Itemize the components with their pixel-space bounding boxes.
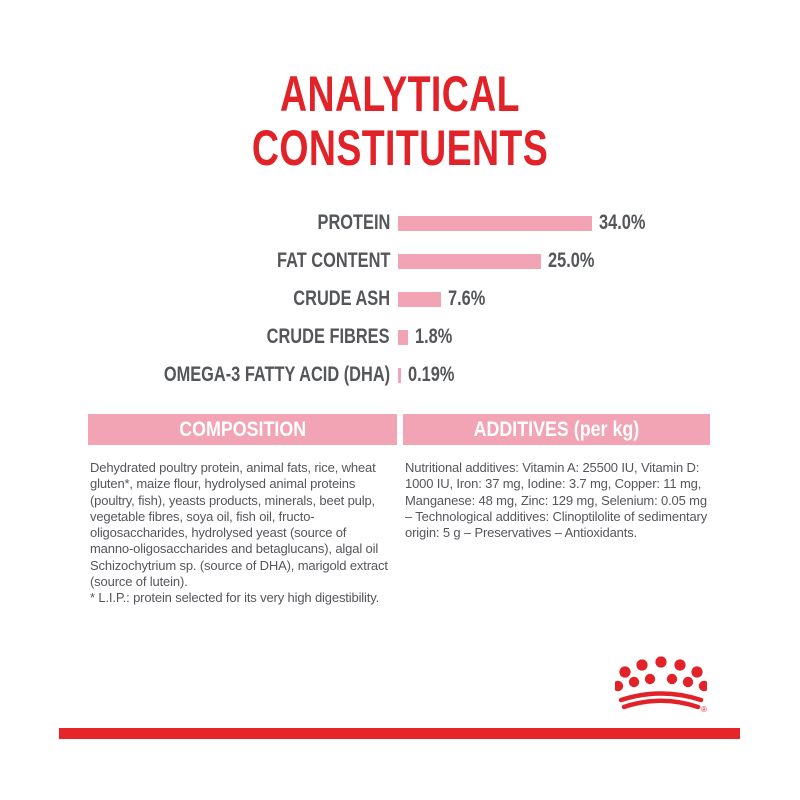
chart-row: OMEGA-3 FATTY ACID (DHA) 0.19%: [0, 356, 800, 394]
chart-category-label: CRUDE ASH: [0, 287, 390, 311]
chart-row: CRUDE FIBRES 1.8%: [0, 318, 800, 356]
chart-category-label-text: PROTEIN: [317, 211, 390, 234]
chart-category-label-text: OMEGA-3 FATTY ACID (DHA): [163, 363, 390, 386]
composition-header-label: COMPOSITION: [179, 417, 306, 441]
chart-row: FAT CONTENT 25.0%: [0, 242, 800, 280]
red-footer-band: [59, 728, 740, 739]
chart-value-label: 0.19%: [408, 363, 468, 387]
additives-body-text: Nutritional additives: Vitamin A: 25500 …: [405, 460, 708, 541]
chart-category-label: FAT CONTENT: [0, 249, 390, 273]
chart-row: PROTEIN 34.0%: [0, 204, 800, 242]
chart-value-label-text: 7.6%: [448, 287, 486, 310]
registered-trademark-icon: ®: [701, 705, 707, 714]
additives-header-band: ADDITIVES (per kg): [403, 414, 710, 445]
chart-value-label-text: 1.8%: [415, 325, 453, 348]
chart-bar: [398, 215, 592, 231]
chart-value-label-text: 25.0%: [547, 249, 594, 272]
composition-body-text: Dehydrated poultry protein, animal fats,…: [90, 460, 388, 590]
composition-text-block: Dehydrated poultry protein, animal fats,…: [90, 460, 392, 607]
page-title-line1: ANALYTICAL: [280, 66, 520, 122]
chart-value-label: 1.8%: [415, 325, 463, 349]
composition-footnote: * L.I.P.: protein selected for its very …: [90, 590, 380, 606]
analytical-constituents-chart: PROTEIN 34.0% FAT CONTENT 25.0% CRUDE ASH 7.6…: [0, 204, 800, 394]
crown-band-arcs: [618, 691, 704, 710]
chart-category-label: OMEGA-3 FATTY ACID (DHA): [0, 363, 390, 387]
chart-bar: [398, 291, 442, 307]
page-title: ANALYTICAL CONSTITUENTS: [100, 67, 700, 175]
composition-header-band: COMPOSITION: [88, 414, 397, 445]
chart-value-label: 34.0%: [599, 211, 659, 235]
chart-bar: [398, 253, 541, 269]
crown-dots: [615, 656, 707, 692]
royal-canin-crown-logo: ®: [615, 656, 707, 714]
chart-category-label-text: CRUDE ASH: [293, 287, 390, 310]
additives-text-block: Nutritional additives: Vitamin A: 25500 …: [405, 460, 711, 541]
chart-category-label-text: FAT CONTENT: [276, 249, 390, 272]
chart-category-label-text: CRUDE FIBRES: [267, 325, 390, 348]
chart-value-label: 7.6%: [448, 287, 496, 311]
chart-row: CRUDE ASH 7.6%: [0, 280, 800, 318]
additives-header-label: ADDITIVES (per kg): [473, 417, 640, 441]
chart-bar: [398, 367, 401, 383]
chart-category-label: PROTEIN: [0, 211, 390, 235]
chart-value-label: 25.0%: [548, 249, 608, 273]
chart-value-label-text: 0.19%: [408, 363, 455, 386]
chart-bar: [398, 329, 409, 345]
chart-value-label-text: 34.0%: [598, 211, 646, 234]
page-title-line2: CONSTITUENTS: [251, 120, 549, 176]
chart-category-label: CRUDE FIBRES: [0, 325, 390, 349]
